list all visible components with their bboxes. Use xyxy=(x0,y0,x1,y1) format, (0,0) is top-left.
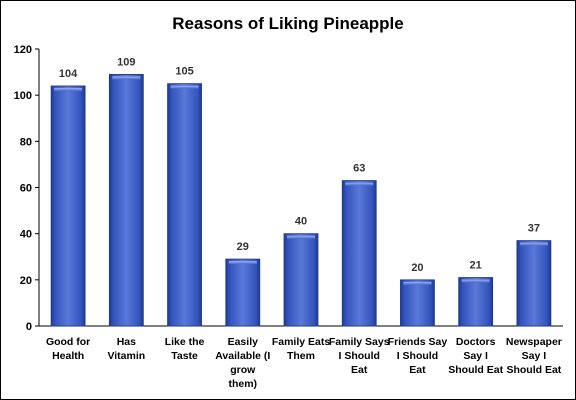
data-label: 21 xyxy=(470,260,482,272)
data-label: 109 xyxy=(117,56,135,68)
bar-body xyxy=(400,279,435,327)
x-axis-labels: Good for Health Has Vitamin Like the Taste Eas… xyxy=(46,336,562,390)
bar-cap xyxy=(461,279,490,283)
category-label: Newspaper Say I Should Eat xyxy=(506,336,562,376)
category-label-line: grow xyxy=(230,364,256,376)
category-label-line: Family Eats xyxy=(272,336,331,348)
category-label: Family Says I Should Eat xyxy=(329,336,390,376)
bar-body xyxy=(283,233,319,327)
category-label-line: Vitamin xyxy=(107,350,145,362)
category-label-line: Good for xyxy=(46,336,90,348)
data-label: 40 xyxy=(295,216,307,228)
bar: 104 xyxy=(50,68,86,327)
category-label-line: Say I xyxy=(463,350,488,362)
category-label-line: I Should xyxy=(339,350,380,362)
category-label: Family Eats Them xyxy=(272,336,331,362)
y-tick-label: 120 xyxy=(14,44,32,56)
bar-body xyxy=(108,73,144,327)
category-label-line: Health xyxy=(52,350,84,362)
category-label-line: I Should xyxy=(397,350,438,362)
bar: 20 xyxy=(400,262,435,327)
category-label-line: Eat xyxy=(409,364,426,376)
bar: 21 xyxy=(458,260,494,327)
category-label: Good for Health xyxy=(46,336,90,362)
bar: 37 xyxy=(516,223,552,327)
data-label: 29 xyxy=(237,241,249,253)
category-label: Has Vitamin xyxy=(107,336,145,362)
category-label-line: Like the xyxy=(165,336,205,348)
bar-body xyxy=(341,180,377,327)
category-label: Friends Say I Should Eat xyxy=(388,336,448,376)
category-label-line: Easily xyxy=(228,336,259,348)
bar-body xyxy=(225,258,261,327)
data-label: 20 xyxy=(411,262,423,274)
bar: 63 xyxy=(341,163,377,327)
bar-cap xyxy=(345,182,374,186)
bar-cap xyxy=(519,242,548,246)
data-label: 63 xyxy=(353,163,365,175)
data-label: 105 xyxy=(175,66,193,78)
y-tick-label: 60 xyxy=(20,183,32,195)
category-label-line: Should Eat xyxy=(506,364,561,376)
bar: 29 xyxy=(225,241,261,327)
category-label-line: Family Says xyxy=(329,336,390,348)
chart-title: Reasons of Liking Pineapple xyxy=(172,14,403,33)
bar: 105 xyxy=(167,66,202,327)
category-label-line: Should Eat xyxy=(448,364,503,376)
category-label: Like the Taste xyxy=(165,336,205,362)
bar-cap xyxy=(403,281,432,285)
bar: 40 xyxy=(283,216,319,327)
category-label-line: Them xyxy=(287,350,315,362)
category-label-line: them) xyxy=(228,378,257,390)
bar-body xyxy=(50,85,86,327)
category-label-line: Taste xyxy=(171,350,198,362)
data-label: 104 xyxy=(59,68,78,80)
bar-body xyxy=(167,83,202,327)
category-label-line: Available (I xyxy=(215,350,270,362)
y-tick-label: 40 xyxy=(20,229,32,241)
category-label-line: Say I xyxy=(522,350,547,362)
bar-cap xyxy=(228,261,257,265)
data-label: 37 xyxy=(528,223,540,235)
category-label-line: Has xyxy=(117,336,136,348)
bar-cap xyxy=(287,235,315,239)
category-label: Doctors Say I Should Eat xyxy=(448,336,503,376)
category-label: Easily Available (I grow them) xyxy=(215,336,270,390)
category-label-line: Eat xyxy=(351,364,368,376)
bar: 109 xyxy=(108,56,144,327)
bar-body xyxy=(458,277,494,327)
category-label-line: Doctors xyxy=(456,336,496,348)
category-label-line: Newspaper xyxy=(506,336,562,348)
y-tick-label: 20 xyxy=(20,275,32,287)
bar-body xyxy=(516,240,552,327)
bar-cap xyxy=(54,87,83,91)
category-label-line: Friends Say xyxy=(388,336,448,348)
bar-cap xyxy=(112,76,141,80)
bars-group: 104 109 105 29 40 63 20 21 37 xyxy=(50,56,552,327)
y-tick-label: 0 xyxy=(26,321,32,333)
y-tick-label: 80 xyxy=(20,136,32,148)
bar-cap xyxy=(170,85,199,89)
y-tick-label: 100 xyxy=(14,90,32,102)
